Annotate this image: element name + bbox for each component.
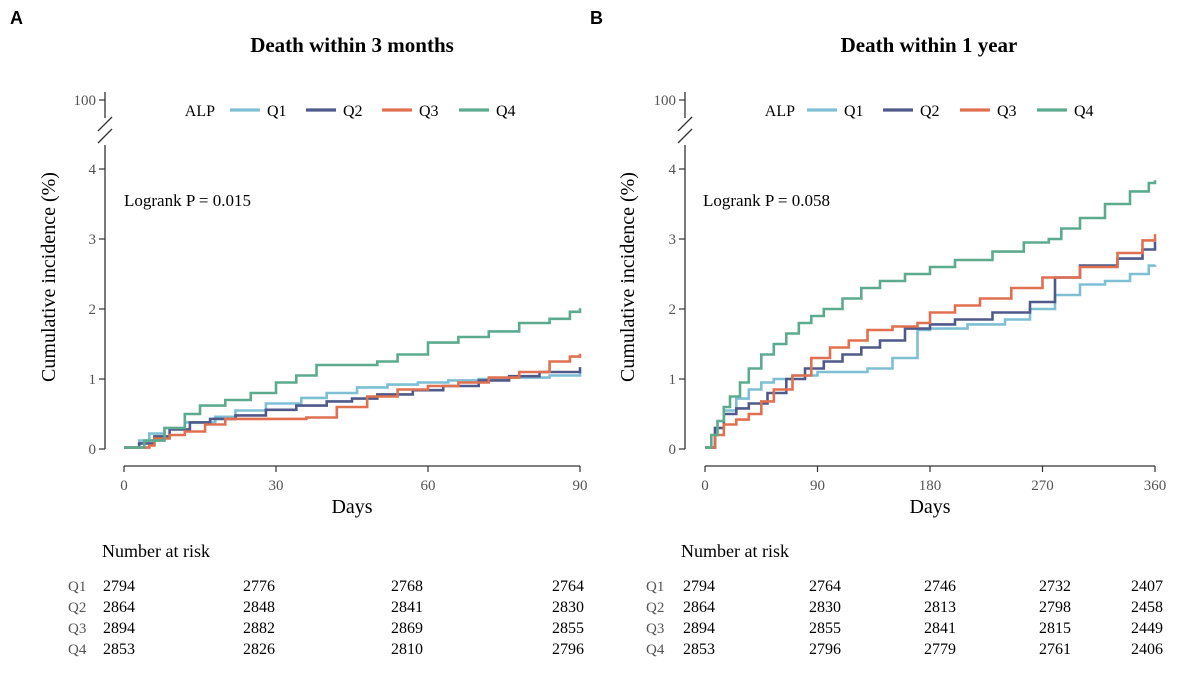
risk-value: 2869: [391, 620, 423, 637]
legend-title: ALP: [185, 103, 215, 120]
y-tick-label: 0: [669, 442, 677, 458]
risk-value: 2798: [1039, 599, 1071, 616]
y-tick-label: 3: [89, 232, 97, 248]
logrank-annotation: Logrank P = 0.015: [124, 191, 251, 210]
axis-break-mark: [677, 116, 693, 132]
y-tick-label: 2: [669, 302, 677, 318]
risk-group-label: Q3: [646, 621, 664, 637]
risk-value: 2882: [243, 620, 275, 637]
axis-break-mark: [677, 128, 693, 144]
km-curve-q1: [124, 372, 582, 449]
risk-value: 2864: [683, 599, 715, 616]
risk-value: 2813: [924, 599, 956, 616]
km-curve-q1: [705, 264, 1157, 449]
risk-group-label: Q2: [646, 600, 664, 616]
risk-group-label: Q1: [646, 579, 664, 595]
panel-label: A: [10, 8, 23, 28]
risk-value: 2826: [243, 641, 275, 658]
risk-value: 2406: [1131, 641, 1163, 658]
x-tick-label: 60: [421, 478, 436, 494]
risk-value: 2853: [103, 641, 135, 658]
y-tick-label: 0: [89, 442, 97, 458]
risk-value: 2855: [552, 620, 584, 637]
x-tick-label: 30: [269, 478, 284, 494]
risk-value: 2853: [683, 641, 715, 658]
risk-value: 2894: [103, 620, 135, 637]
risk-value: 2810: [391, 641, 423, 658]
km-curve-q4: [705, 180, 1157, 449]
risk-value: 2764: [809, 578, 841, 595]
x-axis-title: Days: [909, 496, 950, 518]
risk-value: 2841: [391, 599, 423, 616]
legend-label-q3: Q3: [997, 103, 1017, 120]
x-tick-label: 90: [573, 478, 588, 494]
panel-label: B: [590, 8, 603, 28]
y-tick-label: 2: [89, 302, 97, 318]
y-tick-label: 4: [89, 162, 97, 178]
risk-value: 2894: [683, 620, 715, 637]
risk-table-title: Number at risk: [681, 541, 789, 561]
risk-value: 2776: [243, 578, 275, 595]
y-tick-label-break: 100: [74, 93, 97, 109]
risk-value: 2779: [924, 641, 956, 658]
risk-value: 2761: [1039, 641, 1071, 658]
risk-group-label: Q4: [68, 642, 87, 658]
km-curve-q4: [124, 308, 582, 449]
risk-value: 2764: [552, 578, 584, 595]
axis-break-mark: [97, 128, 113, 144]
y-axis-title: Cumulative incidence (%): [617, 172, 639, 382]
risk-value: 2794: [683, 578, 715, 595]
axis-break-mark: [97, 116, 113, 132]
risk-value: 2746: [924, 578, 956, 595]
risk-value: 2848: [243, 599, 275, 616]
risk-value: 2407: [1131, 578, 1163, 595]
risk-value: 2794: [103, 578, 135, 595]
risk-group-label: Q3: [68, 621, 86, 637]
risk-value: 2830: [809, 599, 841, 616]
x-tick-label: 0: [701, 478, 709, 494]
logrank-annotation: Logrank P = 0.058: [703, 191, 830, 210]
risk-value: 2841: [924, 620, 956, 637]
x-tick-label: 180: [919, 478, 942, 494]
risk-value: 2796: [809, 641, 841, 658]
y-tick-label: 1: [89, 372, 97, 388]
risk-value: 2768: [391, 578, 423, 595]
x-tick-label: 360: [1144, 478, 1167, 494]
y-axis-title: Cumulative incidence (%): [38, 172, 60, 382]
y-tick-label-break: 100: [654, 93, 677, 109]
chart-title: Death within 1 year: [841, 33, 1018, 57]
legend-label-q1: Q1: [844, 103, 864, 120]
risk-value: 2458: [1131, 599, 1163, 616]
risk-table-title: Number at risk: [102, 541, 210, 561]
km-curve-q3: [705, 234, 1157, 449]
legend-label-q2: Q2: [343, 103, 363, 120]
risk-value: 2830: [552, 599, 584, 616]
legend-label-q4: Q4: [496, 103, 516, 120]
chart-title: Death within 3 months: [250, 33, 454, 57]
risk-value: 2796: [552, 641, 584, 658]
legend-title: ALP: [765, 103, 795, 120]
risk-value: 2449: [1131, 620, 1163, 637]
legend-label-q3: Q3: [419, 103, 439, 120]
y-tick-label: 3: [669, 232, 677, 248]
risk-group-label: Q1: [68, 579, 86, 595]
risk-value: 2815: [1039, 620, 1071, 637]
x-tick-label: 270: [1031, 478, 1054, 494]
y-tick-label: 4: [669, 162, 677, 178]
km-curve-q3: [124, 353, 582, 449]
x-tick-label: 90: [810, 478, 825, 494]
legend-label-q1: Q1: [267, 103, 287, 120]
risk-value: 2864: [103, 599, 135, 616]
risk-group-label: Q2: [68, 600, 86, 616]
risk-value: 2732: [1039, 578, 1071, 595]
y-tick-label: 1: [669, 372, 677, 388]
x-tick-label: 0: [120, 478, 128, 494]
risk-value: 2855: [809, 620, 841, 637]
x-axis-title: Days: [331, 496, 372, 518]
risk-group-label: Q4: [646, 642, 665, 658]
legend-label-q4: Q4: [1074, 103, 1094, 120]
legend-label-q2: Q2: [920, 103, 940, 120]
